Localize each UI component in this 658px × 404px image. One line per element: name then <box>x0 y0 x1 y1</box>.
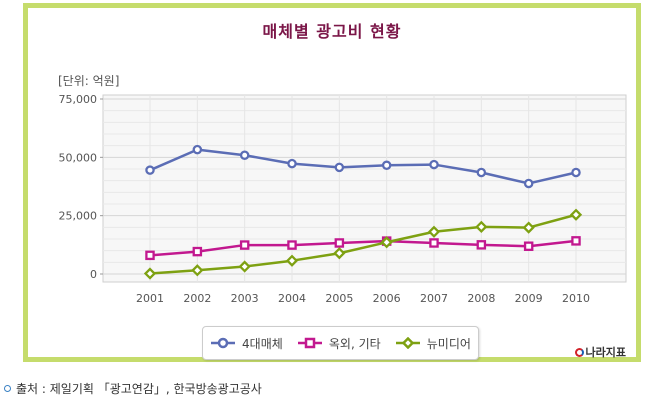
nara-jipyo-logo: 나라지표 <box>574 344 626 360</box>
legend-label-series-2: 옥외, 기타 <box>328 336 381 351</box>
data-point <box>571 236 581 246</box>
legend-item-series-3[interactable]: 뉴미디어 <box>395 335 471 352</box>
y-tick-label: 75,000 <box>59 93 98 106</box>
bullet-icon <box>4 385 11 392</box>
data-point <box>334 238 345 248</box>
data-point <box>238 260 251 273</box>
x-tick-label: 2007 <box>420 292 448 305</box>
x-tick-label: 2003 <box>231 292 259 305</box>
data-point <box>380 236 393 249</box>
x-tick-label: 2002 <box>183 292 211 305</box>
x-tick-label: 2004 <box>278 292 306 305</box>
source-note: 출처 : 제일기획 「광고연감」, 한국방송광고공사 <box>4 380 262 397</box>
data-point <box>476 167 487 178</box>
data-point <box>191 264 204 277</box>
data-point <box>192 246 203 257</box>
data-point <box>239 240 250 250</box>
line-chart-plot: 75,000 50,000 25,000 0 2001 2002 2003 2004 2005 2… <box>59 93 627 305</box>
legend-diamond-marker-icon <box>395 337 420 349</box>
logo-text: 나라지표 <box>585 346 626 359</box>
series-line-1 <box>149 148 577 185</box>
data-point <box>287 240 297 250</box>
legend-circle-marker-icon <box>211 337 236 349</box>
data-point <box>427 225 441 238</box>
data-point <box>145 165 155 175</box>
data-point <box>287 158 297 169</box>
nara-jipyo-logo-icon <box>574 347 584 357</box>
x-tick-label: 2010 <box>562 292 590 305</box>
data-point <box>145 250 155 261</box>
data-point <box>334 162 345 173</box>
legend-item-series-1[interactable]: 4대매체 <box>210 335 283 352</box>
x-tick-label: 2008 <box>467 292 495 305</box>
data-point <box>523 241 534 251</box>
chart-legend: 4대매체 옥외, 기타 뉴미디어 <box>202 326 479 360</box>
legend-square-marker-icon <box>297 337 322 349</box>
chart-title: 매체별 광고비 현황 <box>262 22 402 41</box>
y-tick-label: 50,000 <box>59 151 98 164</box>
x-tick-label: 2001 <box>136 292 164 305</box>
unit-label: [단위: 억원] <box>58 74 120 88</box>
data-point <box>569 208 583 221</box>
data-point <box>143 267 157 280</box>
chart-frame: 매체별 광고비 현황 [단위: 억원] 75,000 50,000 25,000 0 2… <box>23 3 641 362</box>
data-point <box>239 150 250 160</box>
legend-label-series-3: 뉴미디어 <box>426 336 471 351</box>
data-point <box>475 220 488 233</box>
data-point <box>285 254 299 267</box>
data-point <box>333 247 346 260</box>
data-point <box>192 144 203 155</box>
source-text: 출처 : 제일기획 「광고연감」, 한국방송광고공사 <box>16 382 262 396</box>
y-tick-label: 0 <box>90 268 97 281</box>
x-tick-label: 2006 <box>373 292 401 305</box>
legend-label-series-1: 4대매체 <box>242 336 283 351</box>
series-line-3 <box>149 213 577 275</box>
y-tick-label: 25,000 <box>59 210 98 223</box>
x-tick-label: 2005 <box>325 292 353 305</box>
data-point <box>571 167 581 178</box>
series-line-2 <box>149 239 577 257</box>
data-point <box>476 240 487 250</box>
data-point <box>429 159 439 170</box>
data-point <box>429 238 439 248</box>
data-point <box>381 160 392 171</box>
x-tick-label: 2009 <box>515 292 543 305</box>
data-point <box>523 178 534 189</box>
data-point <box>522 221 535 234</box>
legend-item-series-2[interactable]: 옥외, 기타 <box>297 335 381 352</box>
